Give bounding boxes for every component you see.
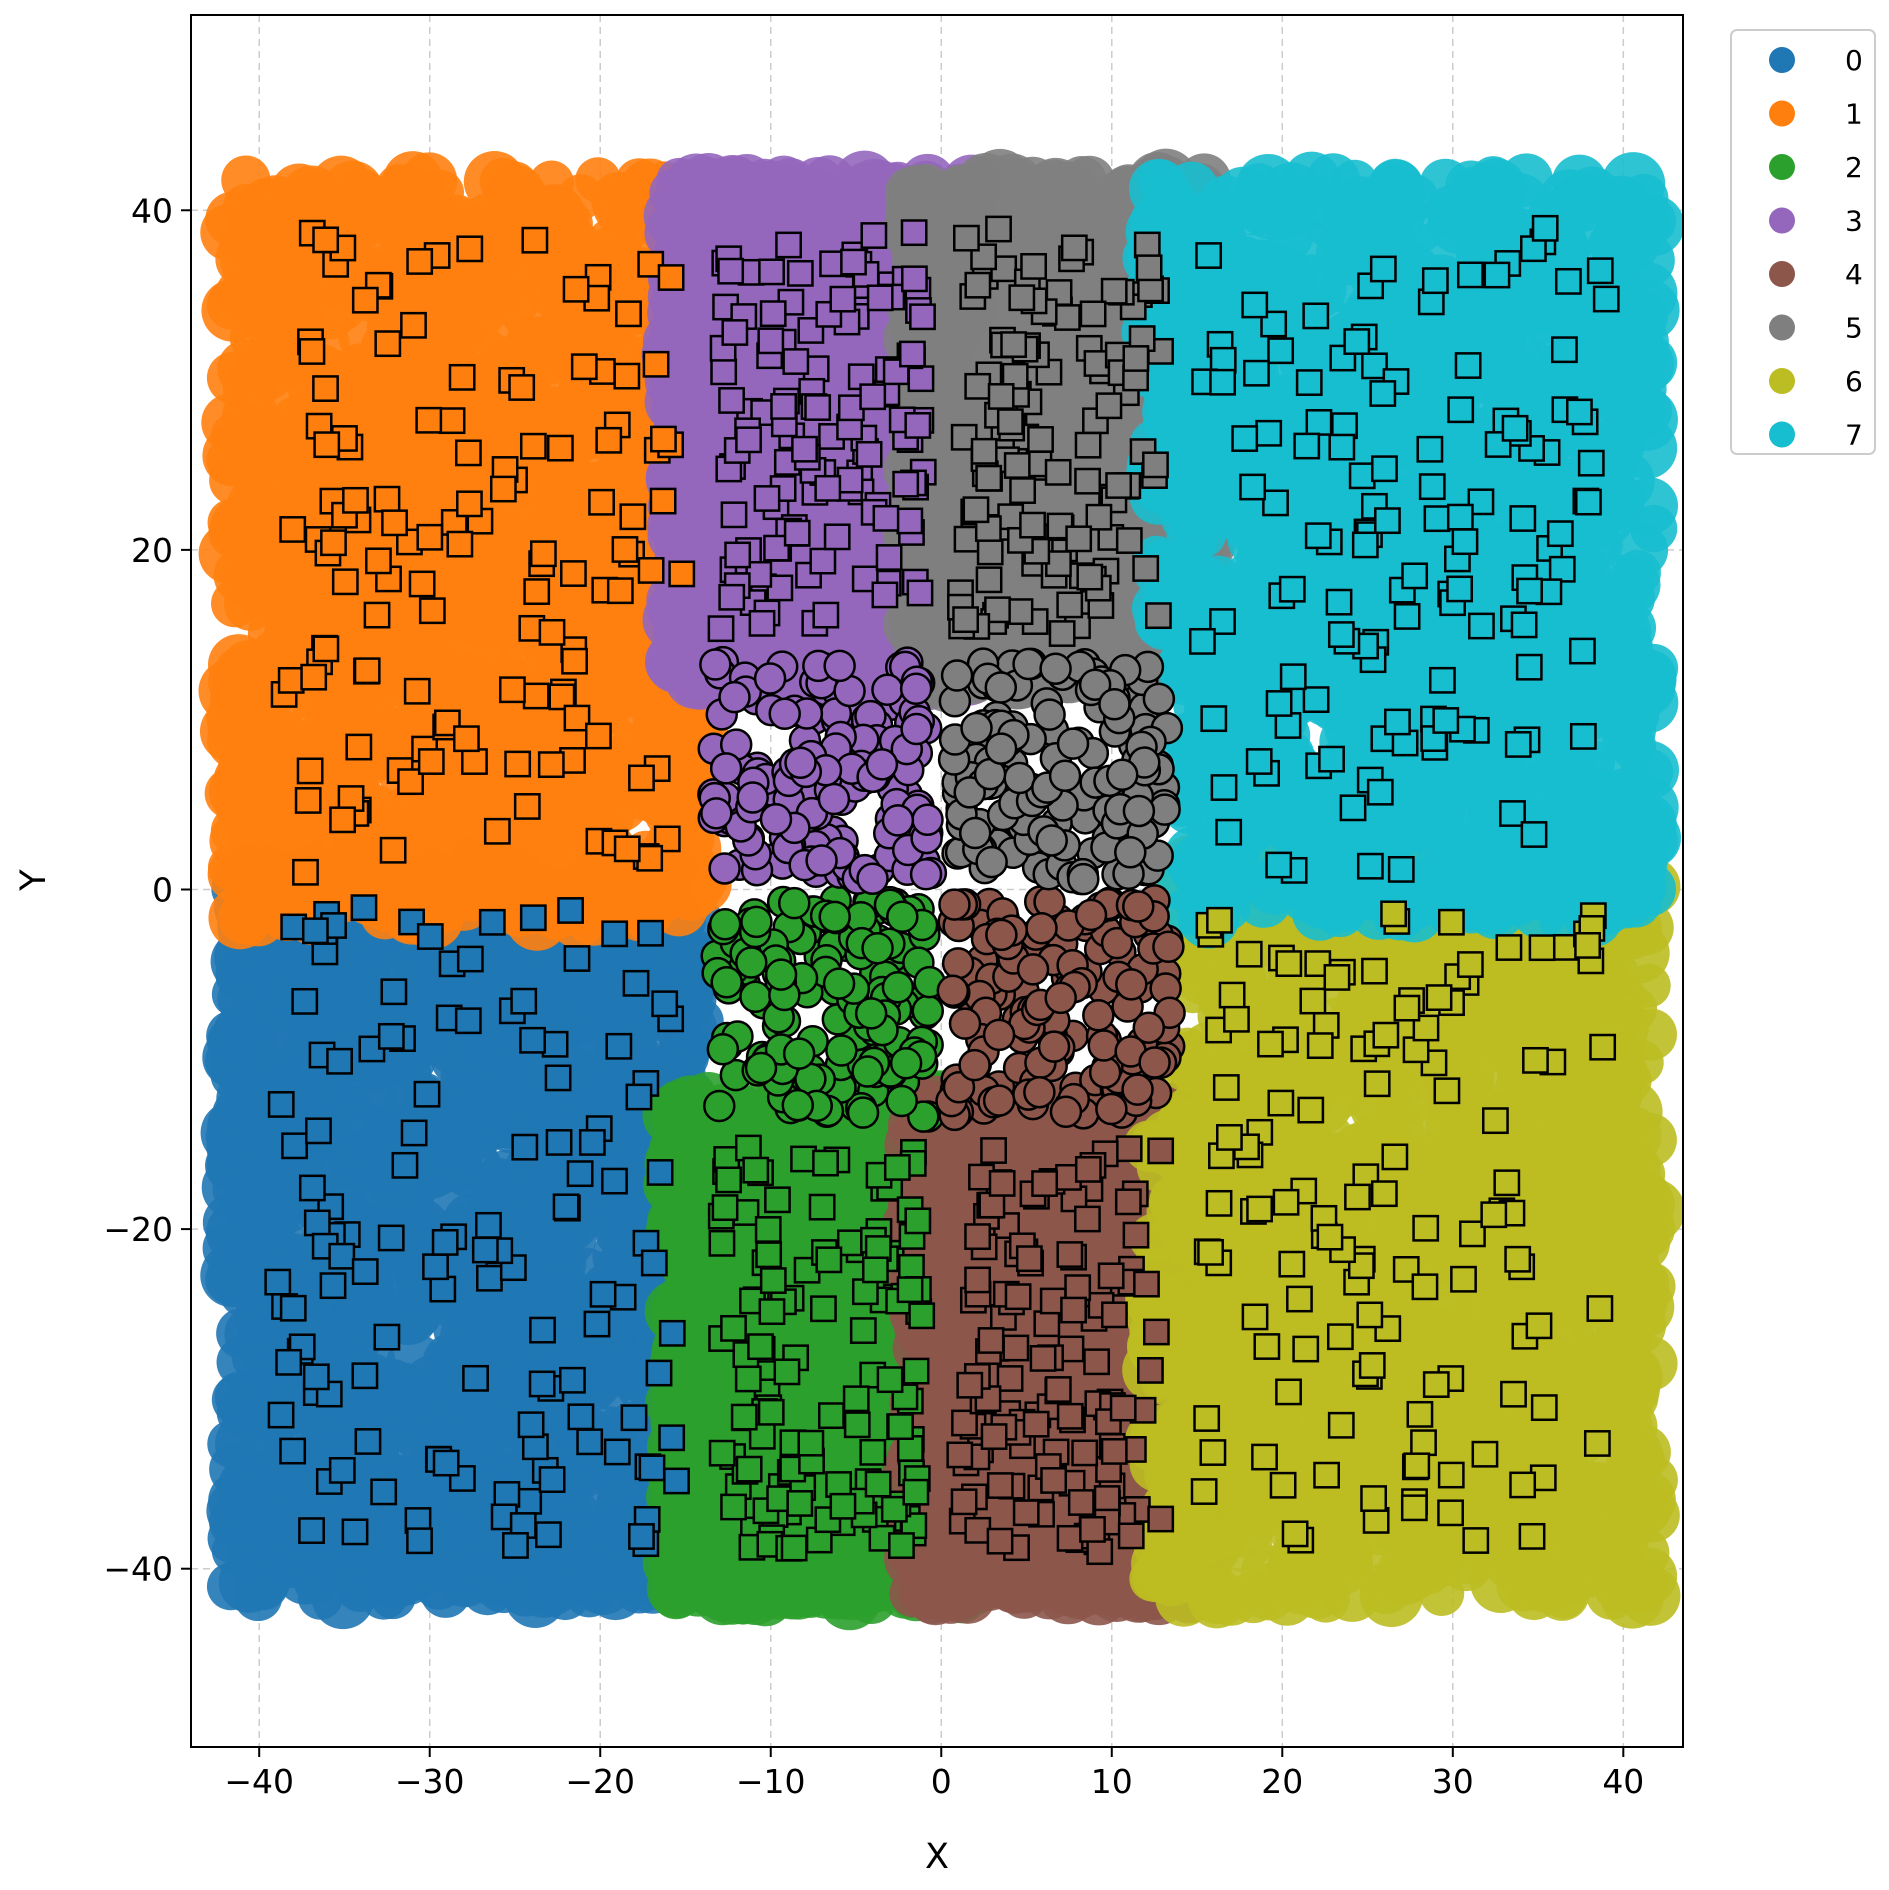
- series-1-cloud-point: [446, 282, 494, 331]
- series-2-cloud-point: [808, 1550, 865, 1607]
- series-0-cloud-point: [246, 1476, 302, 1532]
- series-0-cloud-point: [202, 1194, 258, 1250]
- series-0-cloud-point: [530, 1548, 592, 1610]
- series-0-cloud-point: [207, 1249, 257, 1299]
- series-1-cloud-point: [244, 294, 302, 352]
- series-3-cloud-point: [658, 631, 703, 677]
- series-3-cloud-point: [674, 192, 722, 240]
- series-0-cloud-point: [467, 1294, 514, 1341]
- series-0-cloud-point: [235, 1033, 280, 1078]
- series-0-cloud-point: [287, 1068, 343, 1124]
- data-points: [198, 148, 1683, 1631]
- series-0-cloud-point: [572, 1323, 632, 1383]
- series-0-cloud-point: [565, 1050, 614, 1099]
- series-1-cloud-point: [206, 436, 255, 485]
- series-1-cloud-point: [258, 710, 308, 760]
- series-1-cloud-point: [351, 355, 399, 403]
- series-0-cloud-point: [344, 1274, 393, 1324]
- series-0-cloud-point: [236, 1557, 290, 1611]
- series-0-cloud-point: [207, 1420, 255, 1468]
- series-0-cloud-point: [439, 1539, 491, 1590]
- series-1-cloud-point: [334, 841, 385, 892]
- series-0-cloud-point: [224, 956, 271, 1003]
- series-1-cloud-point: [218, 661, 269, 712]
- series-1-cloud-point: [458, 600, 508, 650]
- series-0-cloud-point: [390, 1462, 443, 1515]
- series-1-cloud-point: [211, 579, 259, 628]
- series-0-cloud-point: [473, 1041, 522, 1090]
- series-0-cloud-point: [430, 1030, 487, 1087]
- series-0-cloud-point: [211, 1084, 275, 1148]
- series-0-cloud-point: [562, 1512, 615, 1564]
- series-1-cloud-point: [240, 792, 296, 849]
- series-1-cloud-point: [490, 255, 538, 303]
